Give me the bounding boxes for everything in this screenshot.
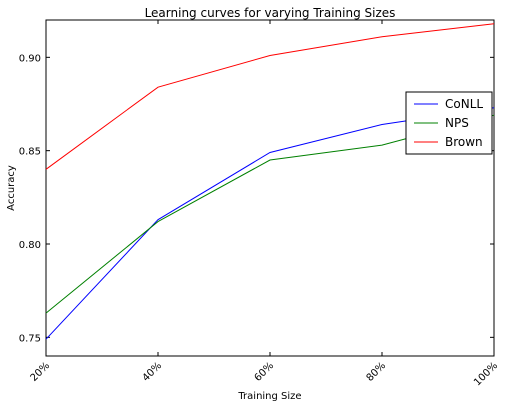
- legend-label-brown: Brown: [445, 135, 483, 149]
- plot-frame: [45, 19, 495, 357]
- y-tick-label: 0.75: [19, 333, 41, 344]
- x-tick-label: 80%: [365, 360, 389, 384]
- legend-label-nps: NPS: [445, 116, 469, 130]
- y-tick-label: 0.85: [19, 147, 41, 158]
- x-tick-label: 20%: [29, 360, 53, 384]
- legend: CoNLL NPS Brown: [405, 91, 493, 155]
- x-tick-label: 100%: [472, 360, 500, 388]
- x-tick-label: 60%: [253, 360, 277, 384]
- y-axis-label: Accuracy: [6, 165, 17, 211]
- x-tick-label: 40%: [141, 360, 165, 384]
- y-tick-label: 0.80: [19, 240, 41, 251]
- y-tick-label: 0.90: [19, 53, 41, 64]
- chart-title: Learning curves for varying Training Siz…: [145, 6, 396, 20]
- legend-label-conll: CoNLL: [445, 97, 483, 111]
- x-axis-label: Training Size: [237, 391, 301, 402]
- series-line-brown: [45, 23, 495, 170]
